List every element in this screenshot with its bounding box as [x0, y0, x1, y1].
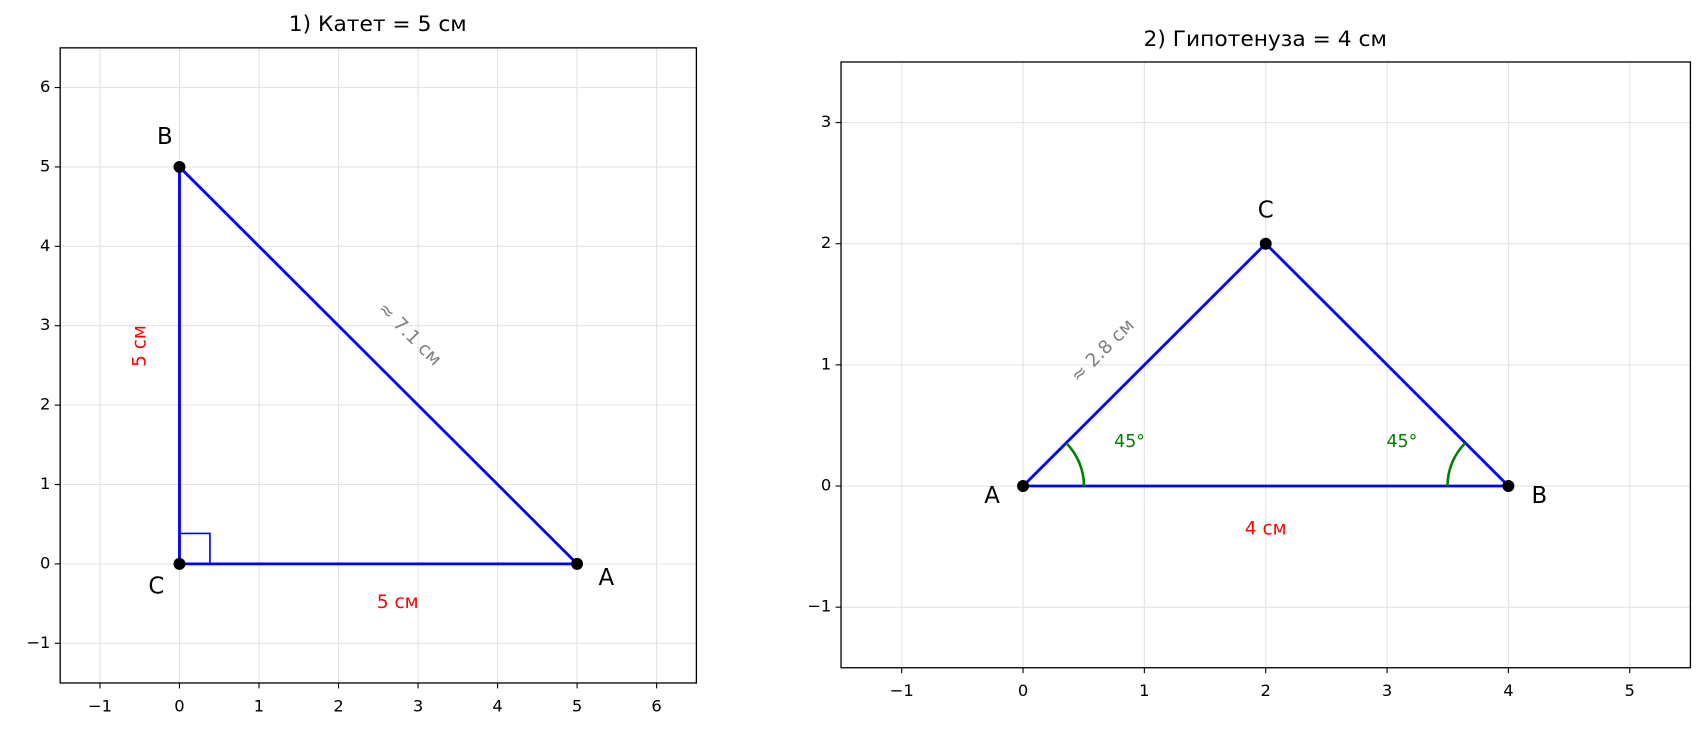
y-tick-label: 6 [40, 77, 50, 96]
side-label: 5 см [377, 592, 419, 613]
x-tick-label: 5 [572, 696, 582, 715]
x-tick-label: 6 [651, 696, 661, 715]
x-tick-label: 3 [413, 696, 423, 715]
y-tick-label: −1 [807, 597, 831, 616]
angle-arc [1065, 442, 1086, 487]
vertex-point [173, 160, 186, 173]
vertex-point [173, 557, 186, 570]
x-tick-label: 0 [1018, 681, 1028, 700]
y-tick-label: 1 [821, 354, 831, 373]
x-tick-label: 3 [1382, 681, 1392, 700]
y-tick-label: 0 [40, 553, 50, 572]
y-tick-label: 2 [40, 395, 50, 414]
triangle-sides [178, 163, 581, 566]
x-tick-label: 4 [492, 696, 502, 715]
angle-arc [1446, 442, 1467, 487]
x-tick-label: 0 [174, 696, 184, 715]
angle-label: 45° [1386, 432, 1417, 452]
plot-frame [59, 47, 698, 684]
vertex-label: C [1258, 198, 1274, 224]
chart-title: 1) Катет = 5 см [289, 12, 467, 37]
vertex-label: A [984, 483, 1000, 509]
side-label: ≈ 7.1 см [373, 298, 445, 370]
y-tick-label: 4 [40, 236, 50, 255]
x-tick-label: 4 [1503, 681, 1513, 700]
triangle-sides [1019, 241, 1512, 488]
x-tick-label: 2 [333, 696, 343, 715]
x-tick-label: 5 [1625, 681, 1635, 700]
y-tick-label: 3 [821, 112, 831, 131]
vertex-label: C [148, 573, 164, 599]
y-tick-label: 0 [821, 476, 831, 495]
vertex-point [571, 557, 584, 570]
y-tick-label: 3 [40, 315, 50, 334]
right-angle-marker [179, 532, 211, 564]
x-tick-label: −1 [890, 681, 914, 700]
y-tick-label: 5 [40, 156, 50, 175]
vertex-point [1017, 480, 1030, 493]
side-label: 5 см [130, 325, 151, 367]
y-tick-label: −1 [26, 633, 50, 652]
angle-label: 45° [1114, 432, 1145, 452]
x-tick-label: 2 [1261, 681, 1271, 700]
x-tick-label: 1 [1139, 681, 1149, 700]
x-tick-label: 1 [254, 696, 264, 715]
side-label: ≈ 2.8 см [1067, 315, 1139, 387]
side-label: 4 см [1245, 519, 1287, 540]
vertex-label: B [1532, 483, 1548, 509]
x-tick-label: −1 [88, 696, 112, 715]
plot-frame [840, 61, 1692, 669]
y-tick-label: 2 [821, 233, 831, 252]
vertex-label: A [598, 565, 614, 591]
vertex-point [1259, 237, 1272, 250]
chart-title: 2) Гипотенуза = 4 см [1143, 27, 1386, 52]
vertex-label: B [157, 124, 173, 150]
y-tick-label: 1 [40, 474, 50, 493]
vertex-point [1502, 480, 1515, 493]
